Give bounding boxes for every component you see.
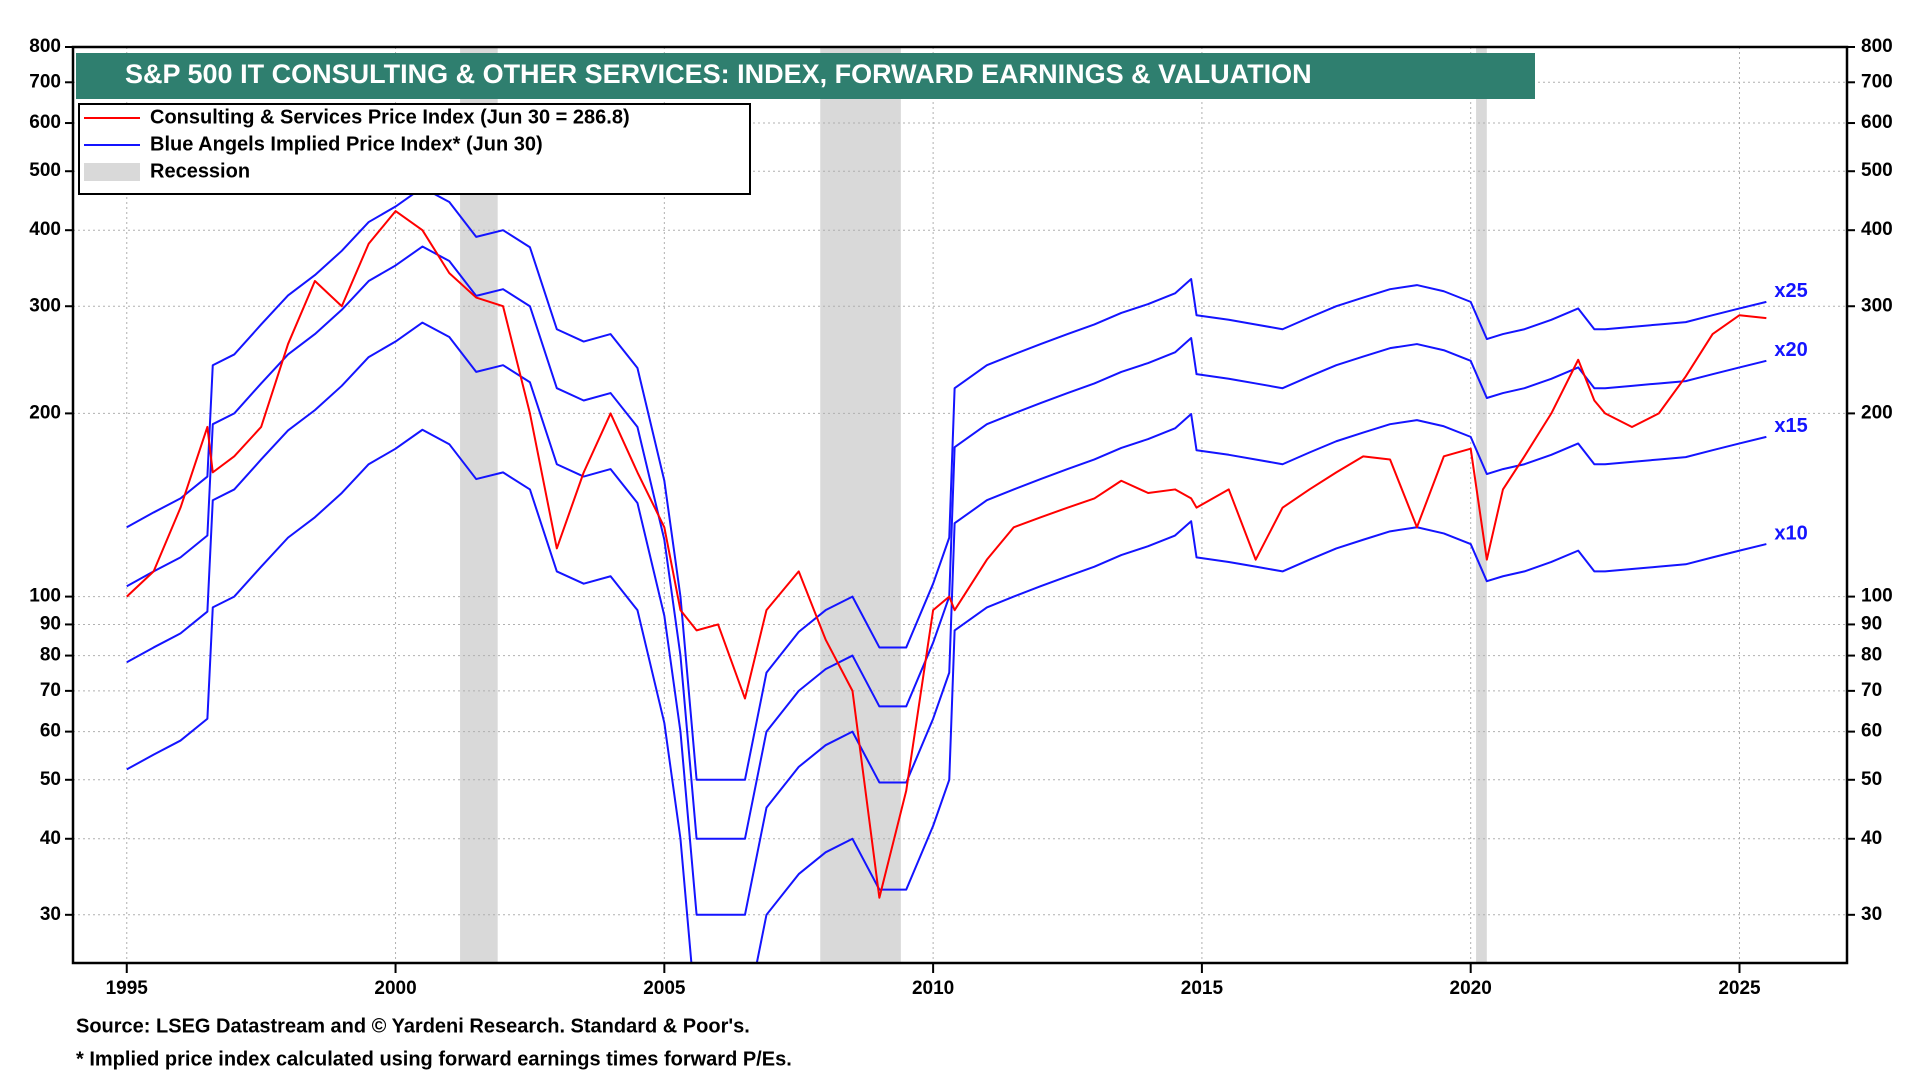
footnote: * Implied price index calculated using f… — [76, 1048, 792, 1070]
y-tick-label: 50 — [40, 769, 61, 790]
y-tick-label: 40 — [40, 828, 61, 849]
series-line — [126, 210, 1767, 899]
y-tick-label: 300 — [29, 295, 61, 316]
y2-tick-label: 200 — [1861, 402, 1893, 423]
recession-band — [460, 47, 498, 963]
y-tick-label: 200 — [29, 402, 61, 423]
y2-tick-label: 70 — [1861, 680, 1882, 701]
y-tick-label: 600 — [29, 112, 61, 133]
y2-tick-label: 700 — [1861, 71, 1893, 92]
y2-tick-label: 60 — [1861, 721, 1882, 742]
legend-box — [78, 103, 751, 195]
source-note: Source: LSEG Datastream and © Yardeni Re… — [76, 1015, 750, 1037]
y-tick-label: 700 — [29, 71, 61, 92]
series-line — [126, 245, 1767, 840]
y2-tick-label: 40 — [1861, 828, 1882, 849]
series-line — [126, 186, 1767, 781]
y2-tick-label: 500 — [1861, 160, 1893, 181]
y-tick-label: 70 — [40, 680, 61, 701]
y-tick-label: 60 — [40, 721, 61, 742]
x-tick-label: 2015 — [1181, 978, 1224, 999]
y2-tick-label: 600 — [1861, 112, 1893, 133]
y2-tick-label: 300 — [1861, 295, 1893, 316]
series-end-label: x15 — [1774, 415, 1807, 437]
chart-title: S&P 500 IT CONSULTING & OTHER SERVICES: … — [125, 59, 1312, 89]
y2-tick-label: 100 — [1861, 586, 1893, 607]
series-end-label: x25 — [1774, 280, 1807, 302]
y-tick-label: 500 — [29, 160, 61, 181]
y2-tick-label: 30 — [1861, 904, 1882, 925]
x-tick-label: 2005 — [643, 978, 686, 999]
legend-label: Consulting & Services Price Index (Jun 3… — [150, 106, 630, 128]
series-line — [126, 428, 1767, 963]
recession-band — [1476, 47, 1487, 963]
title-box — [76, 53, 1535, 99]
x-tick-label: 2025 — [1718, 978, 1761, 999]
y2-tick-label: 80 — [1861, 645, 1882, 666]
legend-label: Recession — [150, 160, 250, 182]
y-tick-label: 400 — [29, 219, 61, 240]
x-tick-label: 1995 — [106, 978, 149, 999]
y-tick-label: 80 — [40, 645, 61, 666]
y-tick-label: 100 — [29, 586, 61, 607]
legend-swatch — [84, 163, 140, 181]
recession-band — [820, 47, 901, 963]
x-tick-label: 2000 — [374, 978, 416, 999]
y-tick-label: 90 — [40, 613, 61, 634]
y2-tick-label: 90 — [1861, 613, 1882, 634]
y-tick-label: 800 — [29, 36, 61, 57]
series-end-label: x20 — [1774, 339, 1807, 361]
y2-tick-label: 800 — [1861, 36, 1893, 57]
series-end-label: x10 — [1774, 522, 1807, 544]
x-tick-label: 2010 — [912, 978, 954, 999]
y2-tick-label: 50 — [1861, 769, 1882, 790]
series-line — [126, 321, 1767, 916]
y2-tick-label: 400 — [1861, 219, 1893, 240]
x-tick-label: 2020 — [1450, 978, 1492, 999]
plot-frame — [71, 45, 1849, 965]
y-tick-label: 30 — [40, 904, 61, 925]
legend-label: Blue Angels Implied Price Index* (Jun 30… — [150, 133, 543, 155]
